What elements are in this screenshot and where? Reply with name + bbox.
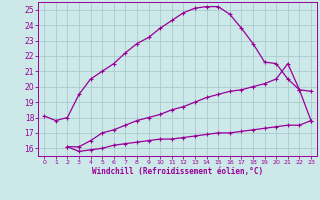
X-axis label: Windchill (Refroidissement éolien,°C): Windchill (Refroidissement éolien,°C) — [92, 167, 263, 176]
